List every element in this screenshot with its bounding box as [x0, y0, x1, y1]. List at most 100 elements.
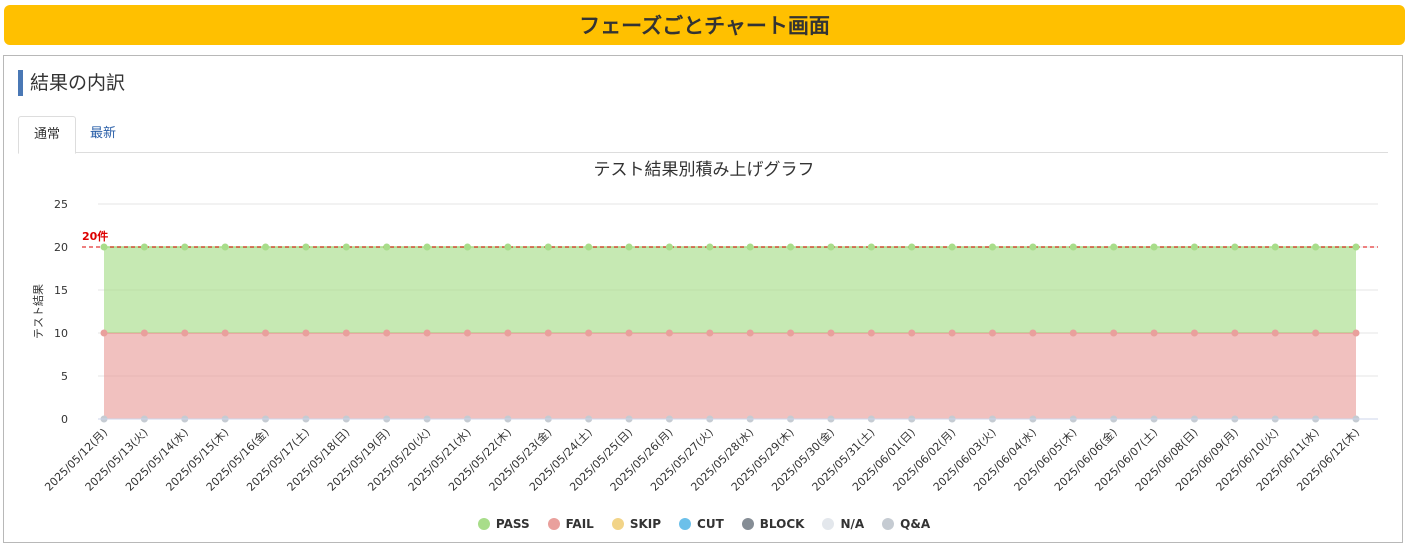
- marker-pass: [787, 243, 795, 251]
- marker-fail: [1069, 329, 1077, 337]
- marker-fail: [706, 329, 714, 337]
- marker-pass: [1110, 243, 1118, 251]
- legend-label: N/A: [840, 517, 865, 531]
- legend-label: FAIL: [565, 517, 594, 531]
- y-tick-label: 15: [54, 284, 68, 297]
- marker-pass: [948, 243, 956, 251]
- marker-fail: [665, 329, 673, 337]
- legend-swatch: [547, 518, 560, 530]
- y-tick-label: 0: [61, 413, 68, 426]
- marker-pass: [504, 243, 512, 251]
- marker-fail: [1271, 329, 1279, 337]
- marker-fail: [787, 329, 795, 337]
- marker-fail: [1029, 329, 1037, 337]
- marker-fail: [1150, 329, 1158, 337]
- marker-fail: [463, 329, 471, 337]
- legend-item[interactable]: CUT: [679, 517, 724, 531]
- marker-fail: [1110, 329, 1118, 337]
- legend-item[interactable]: BLOCK: [741, 517, 805, 531]
- marker-pass: [1271, 243, 1279, 251]
- marker-pass: [867, 243, 875, 251]
- page-title: フェーズごとチャート画面: [579, 14, 830, 38]
- marker-fail: [989, 329, 997, 337]
- marker-pass: [544, 243, 552, 251]
- marker-pass: [262, 243, 270, 251]
- marker-fail: [383, 329, 391, 337]
- marker-pass: [1069, 243, 1077, 251]
- marker-pass: [746, 243, 754, 251]
- marker-fail: [908, 329, 916, 337]
- marker-fail: [1352, 329, 1360, 337]
- y-axis-label: テスト結果: [31, 284, 45, 339]
- legend-swatch: [741, 518, 754, 530]
- marker-fail: [140, 329, 148, 337]
- area-fail: [104, 333, 1356, 419]
- marker-pass: [140, 243, 148, 251]
- area-pass: [104, 247, 1356, 333]
- marker-pass: [423, 243, 431, 251]
- marker-fail: [625, 329, 633, 337]
- legend-swatch: [822, 518, 835, 530]
- y-tick-label: 10: [54, 327, 68, 340]
- legend-label: BLOCK: [759, 517, 805, 531]
- marker-pass: [342, 243, 350, 251]
- legend-swatch: [882, 518, 895, 530]
- legend-item[interactable]: Q&A: [882, 517, 930, 531]
- marker-pass: [100, 243, 108, 251]
- y-tick-label: 20: [54, 241, 68, 254]
- marker-fail: [1312, 329, 1320, 337]
- marker-pass: [1029, 243, 1037, 251]
- legend-item[interactable]: N/A: [822, 517, 864, 531]
- legend-item[interactable]: SKIP: [611, 517, 662, 531]
- marker-fail: [827, 329, 835, 337]
- legend-label: SKIP: [629, 517, 662, 531]
- marker-fail: [342, 329, 350, 337]
- legend-swatch: [679, 518, 692, 530]
- legend-item[interactable]: PASS: [477, 517, 530, 531]
- marker-fail: [585, 329, 593, 337]
- legend-item[interactable]: FAIL: [547, 517, 594, 531]
- marker-pass: [625, 243, 633, 251]
- tab-normal[interactable]: 通常: [18, 116, 76, 154]
- marker-fail: [302, 329, 310, 337]
- marker-pass: [1150, 243, 1158, 251]
- marker-pass: [181, 243, 189, 251]
- threshold-label: 20件: [82, 229, 108, 243]
- marker-pass: [1352, 243, 1360, 251]
- marker-pass: [463, 243, 471, 251]
- legend-label: CUT: [697, 517, 724, 531]
- chart-legend: PASS FAIL SKIP CUT BLOCK N/A Q&A: [4, 515, 1404, 533]
- marker-fail: [100, 329, 108, 337]
- stacked-area-chart: テスト結果別積み上げグラフ0510152025テスト結果20件2025/05/1…: [31, 160, 1378, 494]
- marker-pass: [1190, 243, 1198, 251]
- tab-bar: 通常 最新: [18, 116, 1388, 154]
- marker-fail: [746, 329, 754, 337]
- marker-fail: [181, 329, 189, 337]
- marker-fail: [221, 329, 229, 337]
- marker-pass: [665, 243, 673, 251]
- marker-fail: [423, 329, 431, 337]
- y-tick-label: 5: [61, 370, 68, 383]
- marker-pass: [1231, 243, 1239, 251]
- marker-pass: [383, 243, 391, 251]
- marker-pass: [706, 243, 714, 251]
- marker-fail: [867, 329, 875, 337]
- tab-latest[interactable]: 最新: [90, 126, 117, 141]
- marker-fail: [544, 329, 552, 337]
- legend-label: PASS: [495, 517, 530, 531]
- marker-pass: [302, 243, 310, 251]
- marker-fail: [504, 329, 512, 337]
- marker-pass: [827, 243, 835, 251]
- marker-fail: [948, 329, 956, 337]
- marker-pass: [989, 243, 997, 251]
- results-panel: 結果の内訳 通常 最新 テスト結果別積み上げグラフ 0 5 10 15 20 25 テスト結果…: [3, 55, 1403, 543]
- marker-fail: [1231, 329, 1239, 337]
- marker-pass: [585, 243, 593, 251]
- legend-swatch: [477, 518, 490, 530]
- marker-pass: [1312, 243, 1320, 251]
- marker-fail: [1190, 329, 1198, 337]
- section-title: 結果の内訳: [18, 70, 125, 96]
- legend-label: Q&A: [900, 517, 931, 531]
- marker-fail: [262, 329, 270, 337]
- legend-swatch: [611, 518, 624, 530]
